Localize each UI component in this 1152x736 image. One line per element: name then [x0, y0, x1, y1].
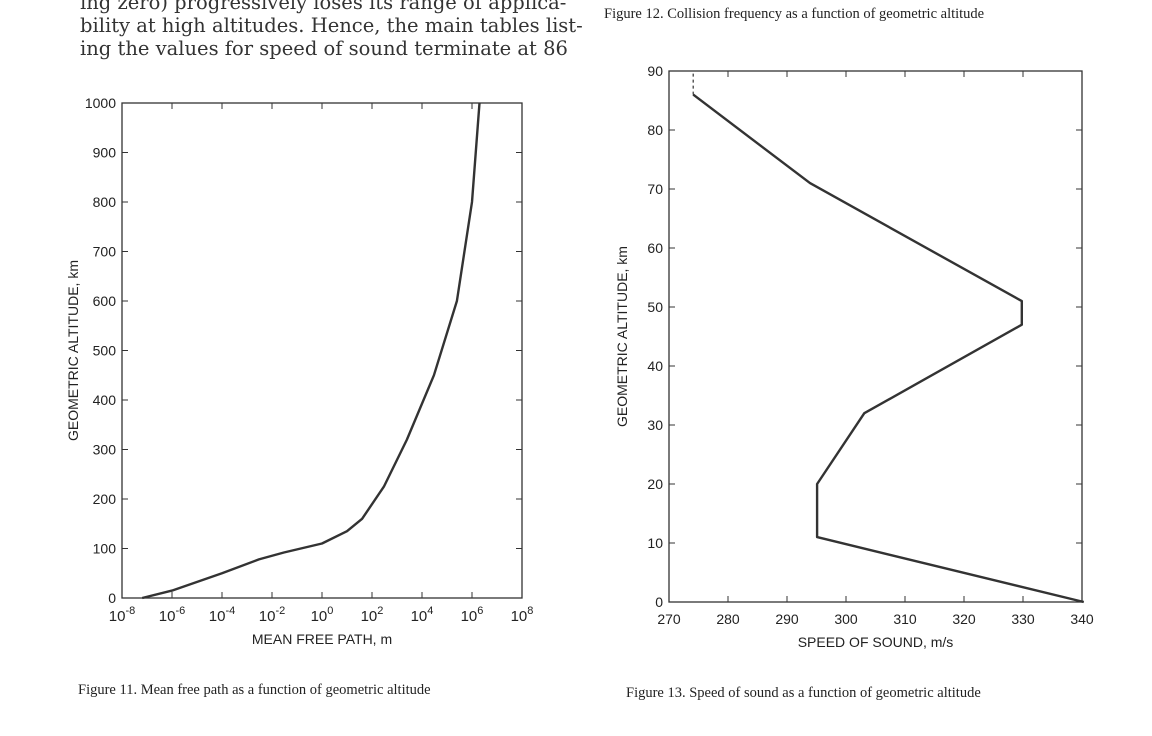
figure-11-caption: Figure 11. Mean free path as a function … — [78, 682, 431, 698]
body-text-line: ing the values for speed of sound termin… — [80, 37, 568, 60]
figure-12-caption: Figure 12. Collision frequency as a func… — [604, 6, 985, 22]
x-tick-label: 280 — [716, 611, 740, 627]
x-tick-label: 106 — [461, 605, 484, 625]
y-tick-label: 40 — [647, 358, 663, 374]
y-tick-label: 300 — [93, 442, 117, 458]
x-tick-label: 102 — [361, 605, 384, 625]
x-axis-label: MEAN FREE PATH, m — [252, 631, 392, 647]
plot-frame — [668, 70, 1083, 603]
x-tick-label: 270 — [657, 611, 681, 627]
x-tick-label: 300 — [834, 611, 858, 627]
x-tick-label: 10-8 — [109, 605, 135, 625]
y-tick-label: 400 — [93, 392, 117, 408]
y-tick-label: 30 — [647, 417, 663, 433]
y-tick-label: 0 — [108, 590, 116, 606]
y-tick-label: 900 — [93, 145, 117, 161]
body-text-block: ing zero) progressively loses its range … — [80, 0, 583, 60]
x-tick-label: 290 — [775, 611, 799, 627]
y-axis-label: GEOMETRIC ALTITUDE, km — [65, 260, 81, 441]
x-tick-label: 320 — [952, 611, 976, 627]
y-axis-label: GEOMETRIC ALTITUDE, km — [614, 246, 630, 427]
y-tick-label: 10 — [647, 535, 663, 551]
y-tick-label: 70 — [647, 181, 663, 197]
x-tick-label: 100 — [311, 605, 334, 625]
y-tick-label: 800 — [93, 194, 117, 210]
y-tick-label: 20 — [647, 476, 663, 492]
series-line — [141, 102, 481, 600]
mean-free-path-chart: 0 100 200 300 400 500 600 700 800 900 1000 10-8 10-6… — [65, 95, 534, 647]
y-tick-label: 1000 — [85, 95, 116, 111]
y-tick-label: 0 — [655, 594, 663, 610]
x-tick-label: 330 — [1011, 611, 1035, 627]
y-tick-label: 700 — [93, 244, 117, 260]
y-tick-label: 100 — [93, 541, 117, 557]
y-tick-label: 600 — [93, 293, 117, 309]
y-tick-label: 60 — [647, 240, 663, 256]
x-axis-label: SPEED OF SOUND, m/s — [798, 634, 954, 650]
body-text-line: bility at high altitudes. Hence, the mai… — [80, 14, 583, 37]
x-tick-label: 10-4 — [209, 605, 235, 625]
y-tick-label: 90 — [647, 63, 663, 79]
series-line — [692, 93, 1085, 604]
y-tick-label: 500 — [93, 343, 117, 359]
x-tick-label: 10-2 — [259, 605, 285, 625]
body-text-line: ing zero) progressively loses its range … — [80, 0, 567, 14]
y-tick-label: 80 — [647, 122, 663, 138]
x-tick-label: 340 — [1070, 611, 1094, 627]
x-tick-label: 310 — [893, 611, 917, 627]
x-tick-label: 108 — [511, 605, 534, 625]
x-tick-label: 104 — [411, 605, 434, 625]
y-tick-label: 50 — [647, 299, 663, 315]
y-tick-label: 200 — [93, 491, 117, 507]
figure-13-caption: Figure 13. Speed of sound as a function … — [626, 685, 981, 701]
x-tick-label: 10-6 — [159, 605, 185, 625]
